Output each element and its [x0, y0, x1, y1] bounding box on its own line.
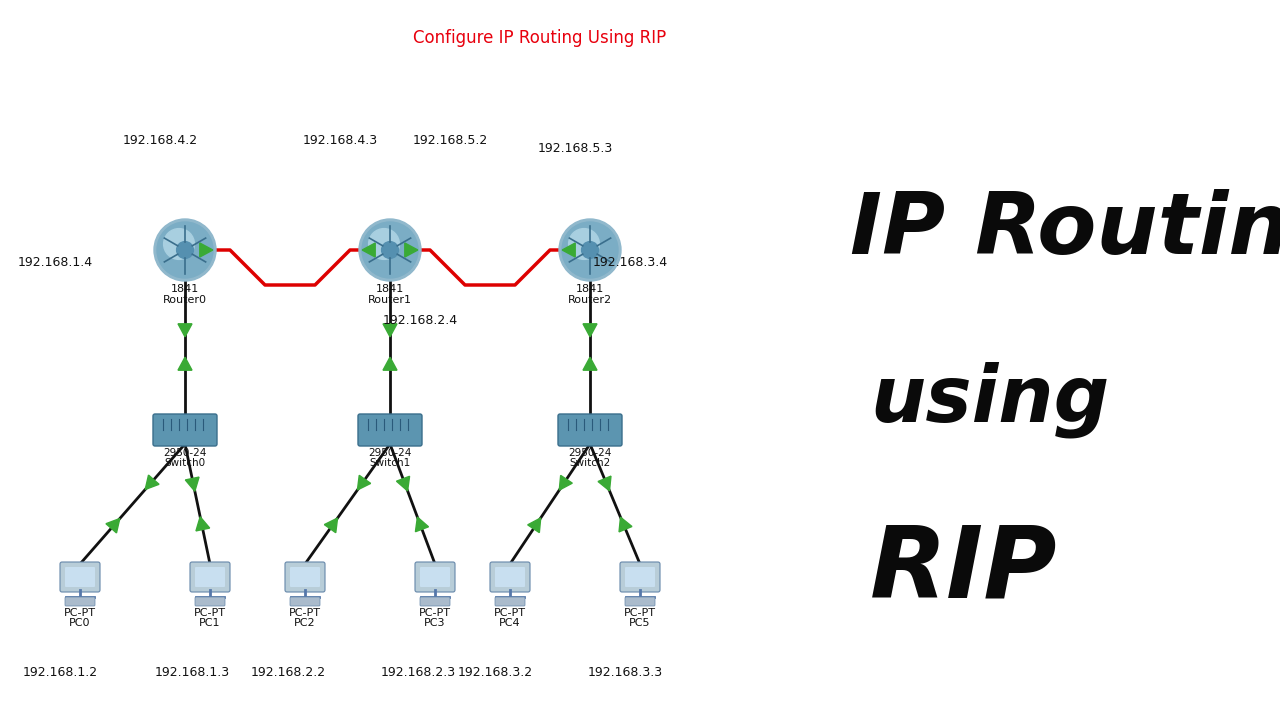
FancyBboxPatch shape: [415, 562, 454, 592]
Text: 1841: 1841: [170, 284, 200, 294]
Circle shape: [581, 242, 599, 258]
FancyBboxPatch shape: [625, 567, 655, 587]
Text: 192.168.1.2: 192.168.1.2: [23, 665, 97, 678]
Polygon shape: [582, 324, 596, 337]
Text: IP Routing: IP Routing: [850, 188, 1280, 271]
FancyBboxPatch shape: [558, 414, 622, 446]
FancyBboxPatch shape: [358, 414, 422, 446]
Polygon shape: [145, 475, 159, 490]
FancyBboxPatch shape: [189, 562, 230, 592]
Text: Router2: Router2: [568, 295, 612, 305]
Polygon shape: [562, 243, 575, 257]
Polygon shape: [582, 357, 596, 370]
FancyBboxPatch shape: [195, 567, 225, 587]
Polygon shape: [196, 517, 210, 531]
FancyBboxPatch shape: [195, 597, 225, 606]
Text: PC2: PC2: [294, 618, 316, 628]
Polygon shape: [357, 475, 371, 490]
Text: 192.168.4.2: 192.168.4.2: [123, 133, 197, 146]
FancyBboxPatch shape: [60, 562, 100, 592]
Circle shape: [568, 228, 599, 259]
Text: 192.168.1.4: 192.168.1.4: [18, 256, 92, 269]
Text: PC3: PC3: [424, 618, 445, 628]
FancyBboxPatch shape: [625, 597, 655, 606]
Text: Router0: Router0: [163, 295, 207, 305]
Text: 192.168.2.4: 192.168.2.4: [383, 313, 457, 326]
Text: PC-PT: PC-PT: [195, 608, 227, 618]
FancyBboxPatch shape: [65, 567, 95, 587]
Text: 192.168.3.2: 192.168.3.2: [457, 665, 532, 678]
Text: PC1: PC1: [200, 618, 220, 628]
Circle shape: [157, 222, 212, 278]
Circle shape: [562, 222, 618, 278]
Circle shape: [369, 228, 399, 259]
Text: Configure IP Routing Using RIP: Configure IP Routing Using RIP: [413, 29, 667, 47]
Circle shape: [559, 219, 621, 281]
FancyBboxPatch shape: [420, 597, 451, 606]
Text: 192.168.2.3: 192.168.2.3: [380, 665, 456, 678]
FancyBboxPatch shape: [291, 597, 320, 606]
Text: 1841: 1841: [376, 284, 404, 294]
Text: PC-PT: PC-PT: [419, 608, 451, 618]
FancyBboxPatch shape: [490, 562, 530, 592]
FancyBboxPatch shape: [285, 562, 325, 592]
Polygon shape: [416, 517, 429, 532]
Circle shape: [381, 242, 398, 258]
FancyBboxPatch shape: [65, 597, 95, 606]
Polygon shape: [383, 357, 397, 370]
FancyBboxPatch shape: [291, 567, 320, 587]
Text: 2950-24: 2950-24: [369, 448, 412, 458]
Polygon shape: [559, 475, 572, 490]
FancyBboxPatch shape: [420, 567, 451, 587]
Circle shape: [362, 222, 419, 278]
Polygon shape: [620, 517, 632, 532]
Polygon shape: [186, 477, 200, 491]
Polygon shape: [200, 243, 212, 257]
Polygon shape: [397, 476, 410, 491]
Text: 192.168.5.2: 192.168.5.2: [412, 133, 488, 146]
Circle shape: [154, 219, 216, 281]
Text: PC-PT: PC-PT: [625, 608, 657, 618]
Text: PC-PT: PC-PT: [64, 608, 96, 618]
Text: 2950-24: 2950-24: [164, 448, 206, 458]
FancyBboxPatch shape: [495, 567, 525, 587]
Text: PC-PT: PC-PT: [289, 608, 321, 618]
Circle shape: [164, 228, 195, 259]
Text: 192.168.3.4: 192.168.3.4: [593, 256, 668, 269]
Text: PC5: PC5: [630, 618, 650, 628]
Polygon shape: [178, 324, 192, 337]
Text: Switch0: Switch0: [164, 458, 206, 468]
Polygon shape: [598, 476, 611, 491]
Polygon shape: [178, 357, 192, 370]
Text: using: using: [870, 361, 1110, 438]
Text: 192.168.4.3: 192.168.4.3: [302, 133, 378, 146]
Polygon shape: [106, 518, 120, 533]
Text: Switch1: Switch1: [370, 458, 411, 468]
Text: 2950-24: 2950-24: [568, 448, 612, 458]
Polygon shape: [362, 243, 375, 257]
FancyBboxPatch shape: [495, 597, 525, 606]
Text: 192.168.3.3: 192.168.3.3: [588, 665, 663, 678]
Text: 192.168.2.2: 192.168.2.2: [251, 665, 325, 678]
Polygon shape: [324, 518, 338, 533]
Polygon shape: [383, 324, 397, 337]
Polygon shape: [404, 243, 417, 257]
Polygon shape: [527, 518, 540, 533]
FancyBboxPatch shape: [154, 414, 218, 446]
Circle shape: [358, 219, 421, 281]
Text: 192.168.5.3: 192.168.5.3: [538, 142, 613, 155]
Text: PC-PT: PC-PT: [494, 608, 526, 618]
Text: 1841: 1841: [576, 284, 604, 294]
Circle shape: [177, 242, 193, 258]
Text: PC4: PC4: [499, 618, 521, 628]
Text: Router1: Router1: [369, 295, 412, 305]
Text: RIP: RIP: [870, 521, 1057, 618]
FancyBboxPatch shape: [620, 562, 660, 592]
Text: 192.168.1.3: 192.168.1.3: [155, 665, 229, 678]
Text: Switch2: Switch2: [570, 458, 611, 468]
Text: PC0: PC0: [69, 618, 91, 628]
